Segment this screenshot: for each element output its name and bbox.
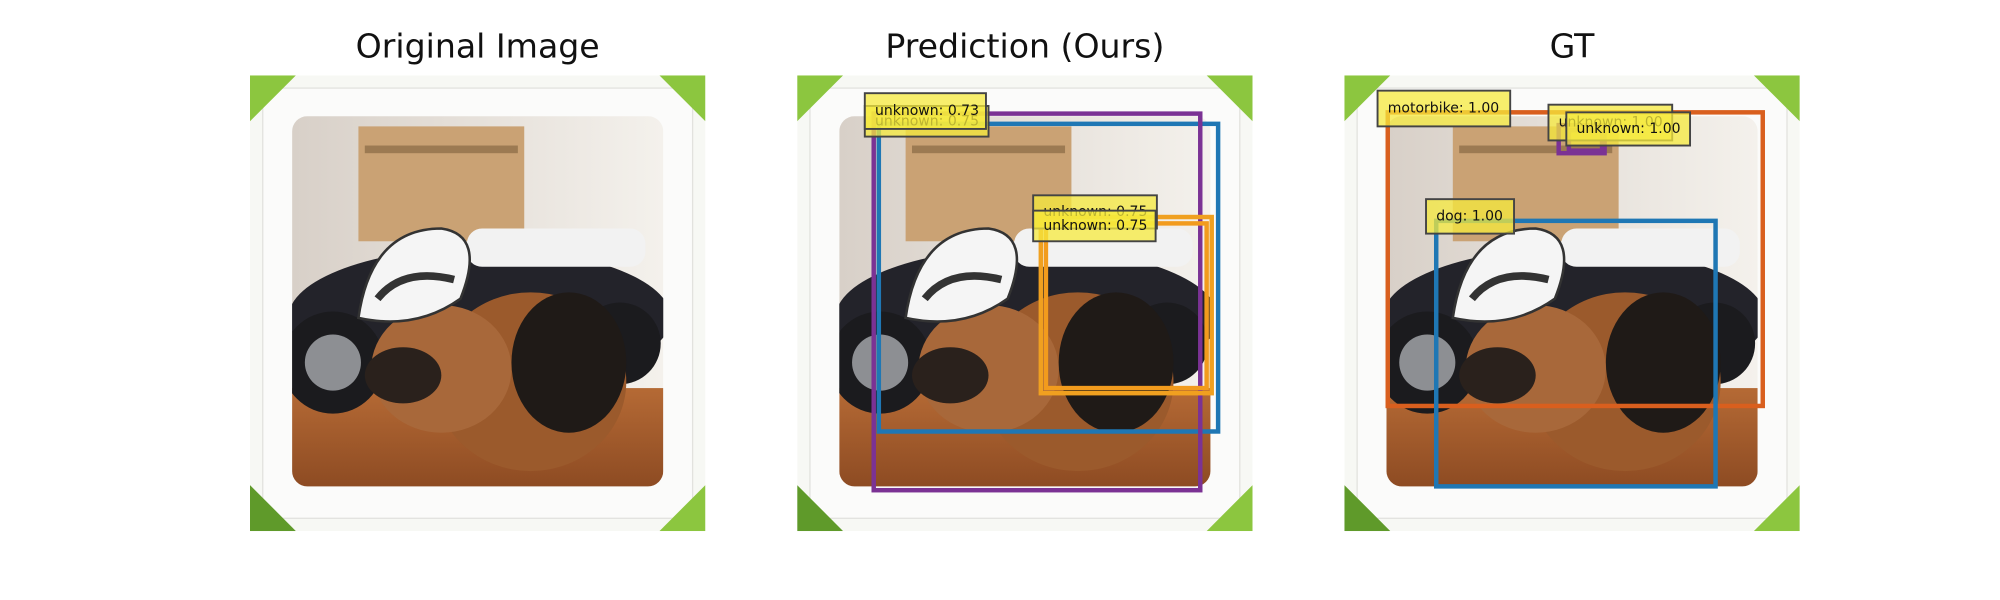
panel: Prediction (Ours) unknown: 0.75 unknown: 0… [797, 26, 1252, 531]
photo [250, 75, 705, 531]
panel-title: Original Image [356, 26, 600, 65]
box-label: motorbike: 1.00 [1388, 101, 1499, 117]
box-label: unknown: 1.00 [1577, 121, 1681, 137]
panels: Original Image Prediction (Ours) unknown: … [250, 26, 1800, 531]
panel-title: GT [1550, 26, 1595, 65]
panel-title: Prediction (Ours) [885, 26, 1164, 65]
bounding-box [876, 121, 1221, 434]
bounding-box [1433, 218, 1718, 489]
box-label: dog: 1.00 [1436, 208, 1503, 224]
bounding-box [871, 111, 1203, 493]
photo [797, 75, 1252, 531]
box-label-bg [1565, 111, 1692, 147]
box-label: unknown: 0.73 [875, 103, 979, 119]
box-label-bg [1032, 209, 1157, 243]
box-label-bg [863, 92, 987, 130]
box-label-bg [1376, 89, 1512, 128]
box-label-bg [1425, 198, 1515, 235]
panel: Original Image [250, 26, 705, 531]
box-label: unknown: 0.75 [1043, 218, 1147, 234]
